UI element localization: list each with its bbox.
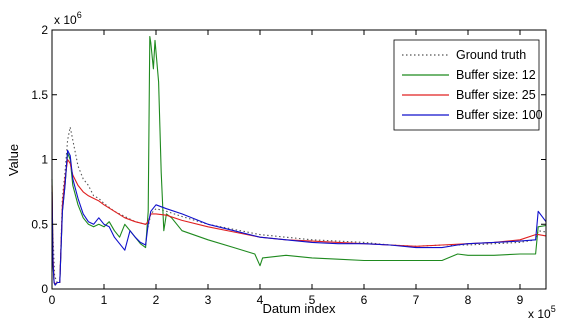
y-tick-label: 0 bbox=[41, 282, 48, 296]
x-tick-label: 5 bbox=[309, 293, 316, 307]
y-tick-label: 0.5 bbox=[31, 217, 48, 231]
series-line-3 bbox=[51, 149, 547, 286]
y-axis-multiplier: x 106 bbox=[54, 10, 82, 27]
x-axis-ticks: 0 1 2 3 4 5 6 7 8 9 bbox=[49, 30, 524, 307]
y-multiplier-base: x 10 bbox=[54, 13, 77, 27]
y-tick-label: 1.5 bbox=[31, 88, 48, 102]
x-tick-label: 9 bbox=[517, 293, 524, 307]
x-multiplier-base: x 10 bbox=[528, 307, 551, 321]
x-axis-label: Datum index bbox=[263, 301, 336, 316]
y-tick-label: 1 bbox=[41, 153, 48, 167]
legend: Ground truth Buffer size: 12 Buffer size: … bbox=[393, 39, 543, 131]
x-tick-label: 7 bbox=[413, 293, 420, 307]
legend-entry: Buffer size: 25 bbox=[456, 88, 536, 102]
y-axis-label: Value bbox=[6, 144, 21, 176]
y-tick-label: 2 bbox=[41, 23, 48, 37]
x-tick-label: 0 bbox=[49, 293, 56, 307]
legend-entry: Buffer size: 12 bbox=[456, 68, 536, 82]
y-multiplier-exponent: 6 bbox=[77, 10, 82, 20]
series-layer bbox=[51, 35, 547, 286]
x-tick-label: 1 bbox=[101, 293, 108, 307]
x-tick-label: 4 bbox=[257, 293, 264, 307]
legend-entry: Buffer size: 100 bbox=[456, 108, 543, 122]
y-axis-ticks: 0 0.5 1 1.5 2 bbox=[31, 23, 546, 296]
x-tick-label: 6 bbox=[361, 293, 368, 307]
x-multiplier-exponent: 5 bbox=[551, 304, 556, 314]
legend-entry: Ground truth bbox=[456, 48, 526, 62]
x-tick-label: 3 bbox=[205, 293, 212, 307]
series-line-2 bbox=[51, 158, 547, 285]
x-axis-multiplier: x 105 bbox=[528, 304, 556, 321]
x-tick-label: 2 bbox=[153, 293, 160, 307]
x-tick-label: 8 bbox=[465, 293, 472, 307]
